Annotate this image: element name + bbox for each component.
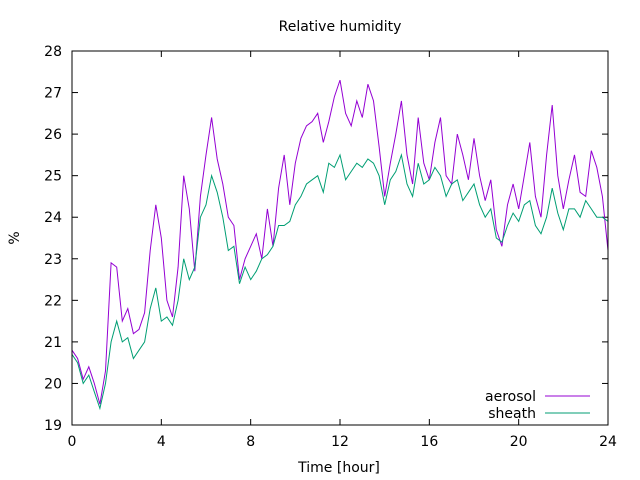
y-tick-label: 28 <box>44 44 62 60</box>
x-tick-label: 8 <box>246 434 255 450</box>
y-tick-label: 22 <box>44 293 62 309</box>
x-tick-label: 20 <box>510 434 528 450</box>
series-line-sheath <box>71 152 609 411</box>
y-tick-label: 27 <box>44 86 62 102</box>
y-axis-label: % <box>7 231 23 244</box>
x-tick-label: 0 <box>68 434 77 450</box>
x-tick-label: 24 <box>599 434 617 450</box>
x-tick-label: 12 <box>331 434 349 450</box>
x-tick-label: 16 <box>420 434 438 450</box>
y-tick-label: 21 <box>44 335 62 351</box>
legend-label-sheath: sheath <box>488 406 536 422</box>
y-tick-label: 23 <box>44 252 62 268</box>
x-tick-label: 4 <box>157 434 166 450</box>
y-tick-label: 26 <box>44 127 62 143</box>
x-axis-label: Time [hour] <box>297 460 380 476</box>
series-line-aerosol <box>71 79 609 405</box>
y-tick-label: 20 <box>44 376 62 392</box>
legend-label-aerosol: aerosol <box>485 389 536 405</box>
plot-frame <box>71 50 609 426</box>
y-tick-label: 25 <box>44 169 62 185</box>
y-tick-label: 19 <box>44 418 62 434</box>
data-series <box>71 79 609 411</box>
chart-title: Relative humidity <box>279 19 402 35</box>
y-tick-label: 24 <box>44 210 62 226</box>
